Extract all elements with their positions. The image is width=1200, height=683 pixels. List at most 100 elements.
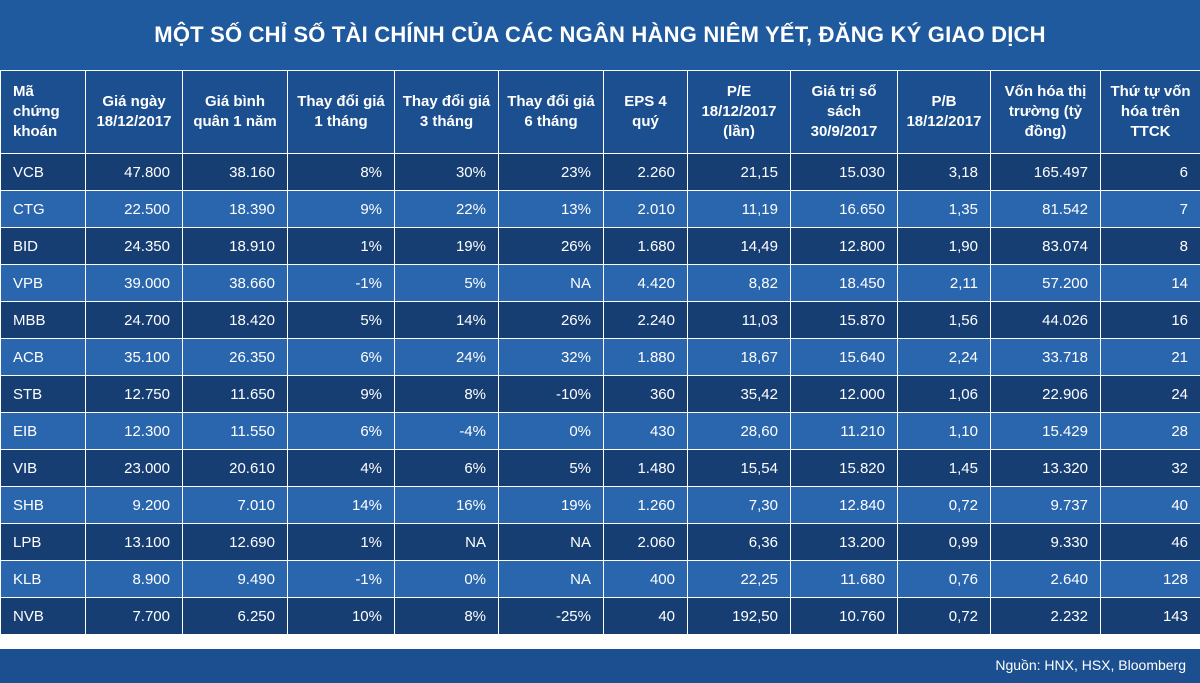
table-cell: 1,90: [897, 227, 991, 265]
table-cell: 0%: [394, 560, 499, 598]
table-row: ACB 35.100 26.350 6% 24% 32% 1.880 18,67 15.640 2…: [0, 338, 1200, 376]
bank-code-cell: STB: [0, 375, 86, 413]
table-cell: 8%: [287, 153, 395, 191]
table-cell: 23%: [498, 153, 604, 191]
bank-code-cell: KLB: [0, 560, 86, 598]
table-cell: 38.660: [182, 264, 288, 302]
table-cell: 38.160: [182, 153, 288, 191]
table-cell: 40: [603, 597, 688, 635]
table-cell: 192,50: [687, 597, 791, 635]
table-cell: 2.232: [990, 597, 1101, 635]
table-cell: 15.820: [790, 449, 898, 487]
table-cell: 8%: [394, 375, 499, 413]
table-cell: 6%: [287, 338, 395, 376]
table-cell: 128: [1100, 560, 1200, 598]
table-cell: 19%: [498, 486, 604, 524]
table-cell: 26%: [498, 227, 604, 265]
column-header: Giá ngày 18/12/2017: [85, 70, 183, 154]
table-cell: 15.640: [790, 338, 898, 376]
table-cell: 46: [1100, 523, 1200, 561]
table-cell: 35.100: [85, 338, 183, 376]
column-header: Giá trị sổ sách 30/9/2017: [790, 70, 898, 154]
table-cell: 1.260: [603, 486, 688, 524]
table-cell: 9%: [287, 190, 395, 228]
bank-code-cell: VPB: [0, 264, 86, 302]
table-cell: 83.074: [990, 227, 1101, 265]
table-cell: 7: [1100, 190, 1200, 228]
table-cell: 32: [1100, 449, 1200, 487]
table-cell: 47.800: [85, 153, 183, 191]
table-cell: 39.000: [85, 264, 183, 302]
table-cell: 5%: [287, 301, 395, 339]
table-cell: 12.690: [182, 523, 288, 561]
table-row: MBB 24.700 18.420 5% 14% 26% 2.240 11,03 15.870 1…: [0, 301, 1200, 339]
table-cell: NA: [498, 560, 604, 598]
table-cell: 44.026: [990, 301, 1101, 339]
table-cell: 360: [603, 375, 688, 413]
column-header: Thay đổi giá 6 tháng: [498, 70, 604, 154]
table-cell: 14,49: [687, 227, 791, 265]
table-cell: 0,72: [897, 597, 991, 635]
table-cell: 11.550: [182, 412, 288, 450]
table-cell: 21,15: [687, 153, 791, 191]
table-cell: 1.680: [603, 227, 688, 265]
table-row: BID 24.350 18.910 1% 19% 26% 1.680 14,49 12.800 1…: [0, 227, 1200, 265]
table-cell: 18.420: [182, 301, 288, 339]
table-cell: 1.480: [603, 449, 688, 487]
table-cell: 12.300: [85, 412, 183, 450]
table-cell: 9.737: [990, 486, 1101, 524]
table-cell: 1.880: [603, 338, 688, 376]
table-cell: 9.330: [990, 523, 1101, 561]
table-cell: 13.200: [790, 523, 898, 561]
table-cell: 2.640: [990, 560, 1101, 598]
table-cell: 57.200: [990, 264, 1101, 302]
table-cell: 4.420: [603, 264, 688, 302]
table-row: VPB 39.000 38.660 -1% 5% NA 4.420 8,82 18.450 2,1…: [0, 264, 1200, 302]
table-cell: 28,60: [687, 412, 791, 450]
table-cell: 0,72: [897, 486, 991, 524]
table-cell: 22,25: [687, 560, 791, 598]
table-cell: 11.680: [790, 560, 898, 598]
table-cell: 20.610: [182, 449, 288, 487]
table-cell: 40: [1100, 486, 1200, 524]
table-cell: 3,18: [897, 153, 991, 191]
table-cell: 13.100: [85, 523, 183, 561]
table-cell: 1,10: [897, 412, 991, 450]
table-cell: 14%: [394, 301, 499, 339]
table-cell: 1,35: [897, 190, 991, 228]
table-cell: 21: [1100, 338, 1200, 376]
table-cell: 4%: [287, 449, 395, 487]
table-cell: 5%: [498, 449, 604, 487]
table-cell: 22%: [394, 190, 499, 228]
table-body: VCB 47.800 38.160 8% 30% 23% 2.260 21,15 15.030 3…: [0, 153, 1200, 635]
table-cell: 7.010: [182, 486, 288, 524]
table-row: STB 12.750 11.650 9% 8% -10% 360 35,42 12.000 1,0…: [0, 375, 1200, 413]
table-cell: 19%: [394, 227, 499, 265]
table-cell: 81.542: [990, 190, 1101, 228]
table-row: CTG 22.500 18.390 9% 22% 13% 2.010 11,19 16.650 1…: [0, 190, 1200, 228]
table-cell: 16%: [394, 486, 499, 524]
bank-code-cell: LPB: [0, 523, 86, 561]
bank-code-cell: VCB: [0, 153, 86, 191]
table-cell: 2,11: [897, 264, 991, 302]
table-cell: 11,03: [687, 301, 791, 339]
table-cell: -25%: [498, 597, 604, 635]
table-cell: 18.450: [790, 264, 898, 302]
table-cell: 15,54: [687, 449, 791, 487]
header-row: Mã chứng khoán Giá ngày 18/12/2017 Giá bìn…: [0, 70, 1200, 154]
source-note: Nguồn: HNX, HSX, Bloomberg: [995, 657, 1186, 673]
table-cell: 7.700: [85, 597, 183, 635]
table-cell: 11.650: [182, 375, 288, 413]
table-cell: 1,06: [897, 375, 991, 413]
table-cell: 26%: [498, 301, 604, 339]
financial-indicators-table: Mã chứng khoán Giá ngày 18/12/2017 Giá bìn…: [0, 70, 1200, 635]
table-cell: 32%: [498, 338, 604, 376]
table-cell: 5%: [394, 264, 499, 302]
table-cell: 10.760: [790, 597, 898, 635]
table-cell: 6%: [287, 412, 395, 450]
table-cell: 2.010: [603, 190, 688, 228]
bank-code-cell: EIB: [0, 412, 86, 450]
table-cell: -1%: [287, 264, 395, 302]
table-cell: 0,76: [897, 560, 991, 598]
table-cell: 33.718: [990, 338, 1101, 376]
